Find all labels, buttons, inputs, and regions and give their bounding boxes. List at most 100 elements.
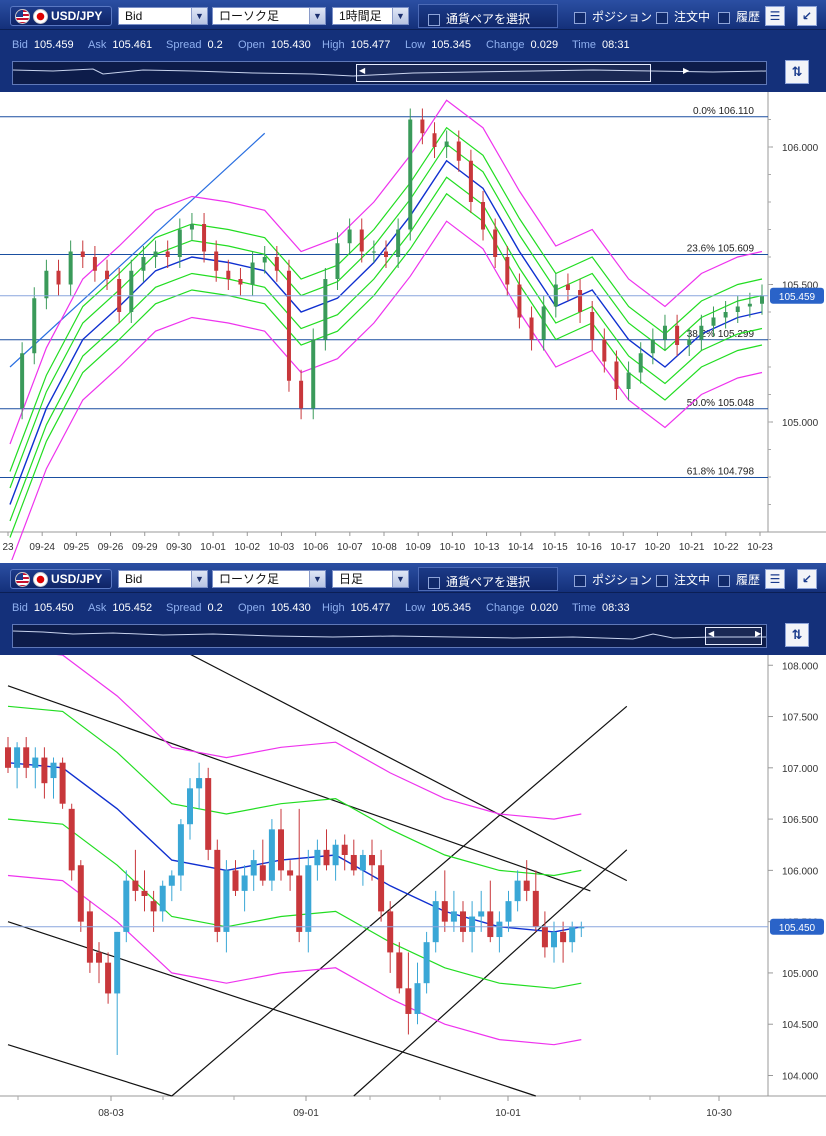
candle-body [80,251,85,257]
history-checkbox[interactable] [718,11,730,24]
chevron-down-icon: ▼ [309,571,325,587]
high-label: High [322,39,345,51]
navigator-right-arrow-icon[interactable]: ▶ [755,629,762,638]
select-pair-toggle[interactable]: 通貨ペアを選択 [418,4,558,28]
history-toggle[interactable]: 履歴 [718,571,760,588]
candle-body [187,788,193,825]
navigator-window[interactable] [356,64,651,82]
jp-flag-icon [33,571,48,587]
x-tick-label: 10-23 [747,542,773,553]
candle-body [274,257,279,271]
x-tick-label: 10-22 [713,542,739,553]
candle-body [760,295,764,304]
chart-type-select[interactable]: ローソク足 ▼ [212,7,326,25]
us-flag-icon [15,571,30,587]
x-tick-label: 08-03 [98,1108,124,1119]
currency-pair-button[interactable]: USD/JPY [10,569,112,589]
candle-body [723,312,728,318]
change-quote: Change 0.020 [486,602,558,614]
low-label: Low [405,39,426,51]
bid-value: 105.459 [33,39,74,51]
x-tick-label: 10-17 [610,542,636,553]
bollinger-inner-band [7,705,582,877]
orders-checkbox[interactable] [656,574,668,587]
navigator-bar: ◀ ▶ ⇅ [0,621,826,655]
price-side-value: Bid [125,9,143,23]
candle-body [123,880,130,932]
candle-body [323,279,328,340]
candle-body [114,931,121,994]
positions-toggle[interactable]: ポジション [574,8,652,25]
select-pair-checkbox[interactable] [428,576,440,589]
chevron-down-icon: ▼ [392,571,408,587]
positions-label: ポジション [592,573,653,587]
scroll-latest-button[interactable]: ⇅ [785,60,809,84]
candle-body [626,372,631,389]
timeframe-value: 日足 [339,572,364,586]
candle-body [86,911,93,963]
x-tick-label: 10-13 [474,542,500,553]
candle-body [196,778,203,789]
candle-body [44,270,49,299]
chart-menu-button[interactable]: ☰ [765,6,785,26]
candle-body [432,133,437,147]
candle-body [408,119,413,230]
orders-label: 注文中 [674,10,711,24]
ask-quote: Ask 105.461 [88,39,152,51]
candle-body [50,762,57,779]
candle-body [590,312,595,340]
orders-toggle[interactable]: 注文中 [656,8,710,25]
positions-checkbox[interactable] [574,11,586,24]
navigator-bar: ◀ ▶ ⇅ [0,58,826,92]
timeframe-select[interactable]: 日足 ▼ [332,570,409,588]
x-tick-label: 10-16 [576,542,602,553]
collapse-button[interactable]: ↙ [797,6,817,26]
navigator-right-arrow-icon[interactable]: ▶ [683,66,690,75]
currency-pair-button[interactable]: USD/JPY [10,6,112,26]
price-side-select[interactable]: Bid ▼ [118,7,208,25]
bid-label: Bid [12,602,28,614]
channel-trend-line [171,705,628,1097]
orders-toggle[interactable]: 注文中 [656,571,710,588]
timeframe-select[interactable]: 1時間足 ▼ [332,7,409,25]
navigator-left-arrow-icon[interactable]: ◀ [359,66,366,75]
candle-body [359,229,364,252]
positions-checkbox[interactable] [574,574,586,587]
navigator-sparkline [13,68,766,77]
chart-menu-button[interactable]: ☰ [765,569,785,589]
price-side-select[interactable]: Bid ▼ [118,570,208,588]
candle-body [378,865,385,912]
candle-body [687,339,692,345]
select-pair-checkbox[interactable] [428,13,440,26]
collapse-arrow-icon: ↙ [801,572,813,586]
candle-body [735,306,740,312]
navigator-window[interactable] [705,627,762,645]
y-tick-label: 106.000 [782,143,819,154]
candle-body [335,243,340,279]
chart-type-select[interactable]: ローソク足 ▼ [212,570,326,588]
candle-body [105,270,110,279]
navigator-strip[interactable]: ◀ ▶ [12,61,767,85]
open-quote: Open 105.430 [238,602,311,614]
candle-body [150,901,157,912]
fibonacci-label: 23.6% 105.609 [687,244,755,255]
navigator-strip[interactable]: ◀ ▶ [12,624,767,648]
navigator-left-arrow-icon[interactable]: ◀ [708,629,715,638]
candle-body [551,931,557,948]
bid-label: Bid [12,39,28,51]
scroll-latest-button[interactable]: ⇅ [785,623,809,647]
chevron-down-icon: ▼ [392,8,408,24]
x-tick-label: 10-09 [405,542,431,553]
time-label: Time [572,39,597,51]
navigator-sparkline [13,630,766,640]
candle-body [132,880,139,891]
bollinger-inner-band [9,192,763,538]
positions-toggle[interactable]: ポジション [574,571,652,588]
collapse-button[interactable]: ↙ [797,569,817,589]
select-pair-toggle[interactable]: 通貨ペアを選択 [418,567,558,591]
orders-checkbox[interactable] [656,11,668,24]
high-value: 105.477 [350,602,391,614]
history-toggle[interactable]: 履歴 [718,8,760,25]
candle-body [441,901,448,922]
history-checkbox[interactable] [718,574,730,587]
